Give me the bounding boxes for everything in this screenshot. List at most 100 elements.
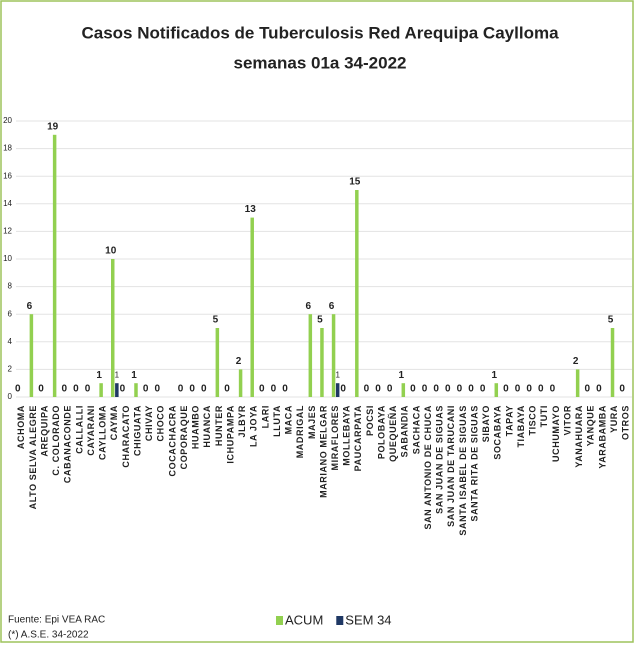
- x-tick-label: SAN JUAN DE SIGUAS: [435, 405, 445, 514]
- x-tick-label: CAYARANI: [86, 405, 96, 456]
- x-tick-label: YANQUE: [586, 405, 596, 446]
- bar: [335, 383, 340, 397]
- data-label: 0: [189, 384, 195, 395]
- data-label: 13: [245, 204, 257, 215]
- data-label: 0: [178, 384, 184, 395]
- data-label: 1: [131, 370, 137, 381]
- y-tick-label: 10: [3, 254, 12, 263]
- bar: [115, 383, 119, 397]
- legend-label: ACUM: [285, 612, 323, 627]
- data-label: 0: [480, 384, 486, 395]
- x-tick-label: UCHUMAYO: [551, 405, 561, 462]
- x-tick-label: SABANDIA: [400, 405, 410, 457]
- data-label: 0: [61, 384, 67, 395]
- data-label: 0: [120, 384, 126, 395]
- data-label: 0: [73, 384, 79, 395]
- data-label: 5: [608, 315, 614, 326]
- data-label: 1: [399, 370, 405, 381]
- data-label: 0: [422, 384, 428, 395]
- x-tick-label: AREQUIPA: [39, 405, 49, 457]
- x-tick-label: CHIVAY: [144, 405, 154, 441]
- data-label: 2: [236, 356, 242, 367]
- chart-title: Casos Notificados de Tuberculosis Red Ar…: [81, 23, 559, 42]
- x-tick-label: JLBYR: [237, 405, 247, 438]
- x-tick-label: C. COLORADO: [51, 405, 61, 476]
- y-tick-label: 2: [8, 365, 13, 374]
- bar: [250, 217, 254, 397]
- x-tick-label: SACHACA: [411, 405, 421, 454]
- source: Fuente: Epi VEA RAC: [8, 615, 105, 626]
- x-tick-label: YANAHUARA: [574, 405, 584, 468]
- data-label: 6: [306, 301, 312, 312]
- data-label: 0: [38, 384, 44, 395]
- bar: [29, 314, 34, 397]
- x-tick-label: TUTI: [539, 405, 549, 427]
- x-tick-label: MARIANO MELGAR: [318, 405, 328, 498]
- chart-subtitle: semanas 01a 34-2022: [234, 53, 407, 72]
- x-tick-label: MADRIGAL: [295, 405, 305, 458]
- data-label: 0: [468, 384, 474, 395]
- data-label: 0: [364, 384, 370, 395]
- x-tick-label: MOLLEBAYA: [342, 405, 352, 466]
- y-tick-label: 20: [3, 116, 12, 125]
- data-label: 0: [387, 384, 393, 395]
- data-label: 0: [375, 384, 381, 395]
- bar: [99, 383, 103, 397]
- bar: [355, 190, 359, 397]
- data-label: 0: [224, 384, 230, 395]
- bar: [494, 383, 499, 397]
- x-tick-label: COCACHACRA: [167, 405, 177, 477]
- x-tick-label: CAYMA: [109, 405, 119, 440]
- data-label: 0: [15, 384, 21, 395]
- bar: [215, 328, 220, 397]
- data-label: 0: [85, 384, 91, 395]
- x-tick-label: QUEQUEÑA: [388, 405, 398, 462]
- data-label: 0: [154, 384, 160, 395]
- x-tick-label: YARABAMBA: [597, 405, 607, 469]
- bar: [320, 328, 324, 397]
- data-label: 0: [201, 384, 207, 395]
- data-label: 0: [584, 384, 590, 395]
- y-tick-label: 12: [3, 227, 12, 236]
- bar: [308, 314, 313, 397]
- x-tick-label: SANTA RITA DE SIGUAS: [469, 405, 479, 522]
- bar: [52, 134, 57, 398]
- x-tick-label: PAUCARPATA: [353, 405, 363, 471]
- x-tick-label: CHIGUATA: [132, 405, 142, 456]
- y-tick-label: 14: [3, 199, 12, 208]
- x-tick-label: TIABAYA: [516, 405, 526, 448]
- data-label: 0: [538, 384, 544, 395]
- data-label: 2: [573, 356, 579, 367]
- x-tick-label: ACHOMA: [16, 405, 26, 449]
- data-label: 0: [143, 384, 149, 395]
- x-tick-label: CAYLLOMA: [98, 405, 108, 460]
- x-tick-label: LA JOYA: [249, 405, 259, 447]
- x-tick-label: VITOR: [562, 405, 572, 435]
- data-label: 10: [105, 246, 117, 257]
- x-tick-label: LLUTA: [272, 405, 282, 437]
- x-tick-label: MACA: [284, 405, 294, 434]
- x-tick-label: CHARACATO: [121, 405, 131, 468]
- data-label: 19: [47, 121, 59, 132]
- data-label: 0: [445, 384, 451, 395]
- x-tick-label: HUANCA: [202, 405, 212, 448]
- y-tick-label: 8: [8, 282, 13, 291]
- y-tick-label: 0: [8, 392, 13, 401]
- y-tick-label: 4: [8, 337, 13, 346]
- data-label: 0: [515, 384, 521, 395]
- x-tick-label: LARI: [260, 405, 270, 428]
- bar: [610, 328, 615, 397]
- x-tick-label: MIRAFLORES: [330, 405, 340, 471]
- data-label: 0: [619, 384, 625, 395]
- x-tick-label: OTROS: [621, 405, 631, 440]
- x-tick-label: HUNTER: [214, 405, 224, 446]
- x-tick-label: CABANACONDE: [63, 405, 73, 483]
- bar: [331, 314, 336, 397]
- data-label: 0: [410, 384, 416, 395]
- x-tick-label: TAPAY: [504, 405, 514, 436]
- x-tick-label: MAJES: [307, 405, 317, 439]
- x-tick-label: ALTO SELVA ALEGRE: [28, 405, 38, 509]
- bar: [238, 369, 243, 397]
